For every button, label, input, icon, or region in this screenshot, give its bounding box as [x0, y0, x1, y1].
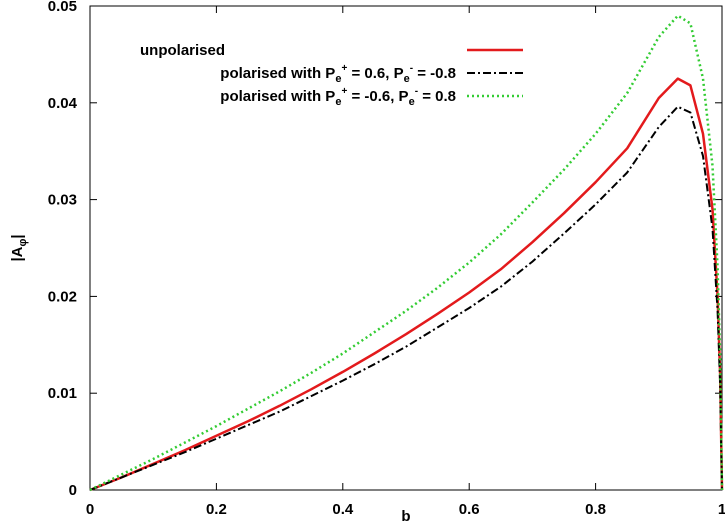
y-tick-label: 0.02	[48, 288, 77, 305]
legend-label-2: polarised with Pe+ = 0.6, Pe- = -0.8	[220, 63, 456, 85]
plot-frame	[89, 5, 723, 491]
series-line-1	[89, 77, 724, 492]
y-tick-label: 0.03	[48, 192, 77, 209]
y-axis-label-sub: φ	[17, 239, 29, 247]
y-tick-label: 0.05	[48, 0, 77, 15]
x-axis-label: b	[401, 508, 410, 525]
x-tick-label: 0.4	[332, 501, 354, 518]
y-axis-label-main: |A	[9, 246, 26, 261]
x-tick-label: 1	[718, 501, 725, 518]
x-tick-label: 0.8	[585, 501, 606, 518]
y-tick-label: 0.04	[48, 95, 78, 112]
series-line-3	[89, 14, 724, 492]
y-tick-label: 0.01	[48, 385, 77, 402]
y-axis-label: |Aφ|	[9, 234, 29, 261]
legend: unpolarised polarised with Pe+ = 0.6, Pe-…	[140, 42, 523, 108]
legend-label-1: unpolarised	[140, 42, 225, 59]
legend-label-3: polarised with Pe+ = -0.6, Pe- = 0.8	[220, 86, 456, 108]
axes: 0 0.2 0.4 0.6 0.8 1 0 0.01 0.02 0.03 0.04 0.05	[48, 0, 725, 518]
y-tick-label: 0	[69, 482, 77, 499]
y-axis-label-end: |	[9, 234, 26, 238]
x-tick-label: 0.6	[459, 501, 480, 518]
plot-series	[89, 14, 724, 492]
x-tick-label: 0.2	[206, 501, 227, 518]
x-tick-label: 0	[86, 501, 94, 518]
series-line-2	[89, 105, 723, 491]
